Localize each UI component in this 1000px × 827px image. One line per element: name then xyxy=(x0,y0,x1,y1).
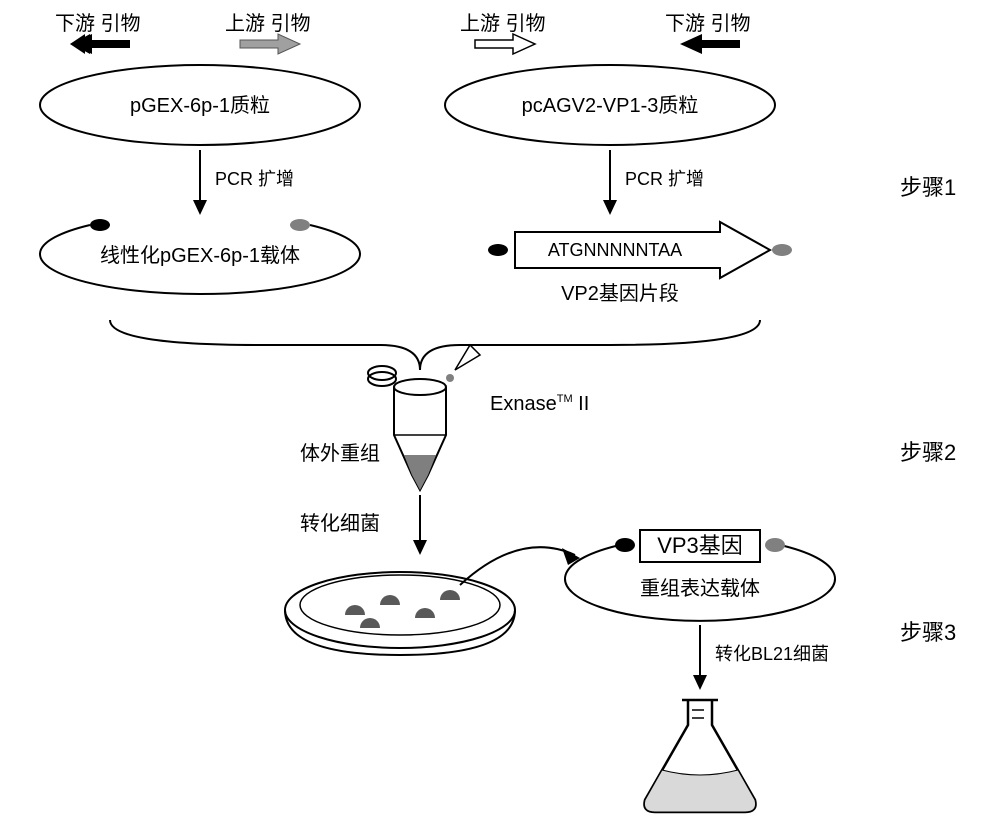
pcr-arrow-right-head xyxy=(603,200,617,215)
petri-dish xyxy=(285,572,515,655)
pcr-arrow-left-head xyxy=(193,200,207,215)
primer-arrow-left-black-2 xyxy=(70,34,130,54)
dish-vector-arrow xyxy=(460,547,575,585)
transform-label: 转化细菌 xyxy=(300,512,380,535)
step1-label: 步骤1 xyxy=(900,175,956,200)
enzyme-label: ExnaseTM II xyxy=(490,393,589,415)
transform-bl21-label: 转化BL21细菌 xyxy=(715,644,829,664)
diagram-canvas: 下游 引物 上游 引物 上游 引物 下游 引物 pGEX-6p-1质粒 pcAG… xyxy=(0,0,1000,827)
brace xyxy=(110,320,760,370)
linearized-label: 线性化pGEX-6p-1载体 xyxy=(100,244,300,267)
primer-arrow-right-light xyxy=(475,34,535,54)
recomb-dot-black xyxy=(615,538,635,552)
label-left-upstream: 上游 引物 xyxy=(225,12,311,35)
vp2-fragment-label: VP2基因片段 xyxy=(561,282,679,305)
plasmid-right-label: pcAGV2-VP1-3质粒 xyxy=(522,94,699,117)
step3-label: 步骤3 xyxy=(900,620,956,645)
label-right-upstream: 上游 引物 xyxy=(460,12,546,35)
step2-label: 步骤2 xyxy=(900,440,956,465)
linearized-dot-black xyxy=(90,219,110,231)
linearized-dot-gray xyxy=(290,219,310,231)
pipette-drop xyxy=(446,345,480,382)
flask-icon xyxy=(644,700,755,812)
vp3-gene-label: VP3基因 xyxy=(657,533,743,558)
pcr-label-right: PCR 扩增 xyxy=(625,169,704,189)
tube-icon xyxy=(368,366,446,490)
label-right-downstream: 下游 引物 xyxy=(665,12,751,35)
pcr-label-left: PCR 扩增 xyxy=(215,169,294,189)
recomb-vector-label: 重组表达载体 xyxy=(640,577,760,600)
primer-arrow-left-gray xyxy=(240,34,300,54)
plasmid-left-label: pGEX-6p-1质粒 xyxy=(130,94,270,117)
vector-flask-arrow-head xyxy=(693,675,707,690)
label-left-downstream: 下游 引物 xyxy=(55,12,141,35)
vp2-sequence: ATGNNNNNTAA xyxy=(548,240,682,260)
vp2-dot-gray xyxy=(772,244,792,256)
tube-dish-arrow-head xyxy=(413,540,427,555)
recombination-label: 体外重组 xyxy=(300,442,380,465)
vp2-dot-black xyxy=(488,244,508,256)
recomb-dot-gray xyxy=(765,538,785,552)
primer-arrow-right-black xyxy=(680,34,740,54)
